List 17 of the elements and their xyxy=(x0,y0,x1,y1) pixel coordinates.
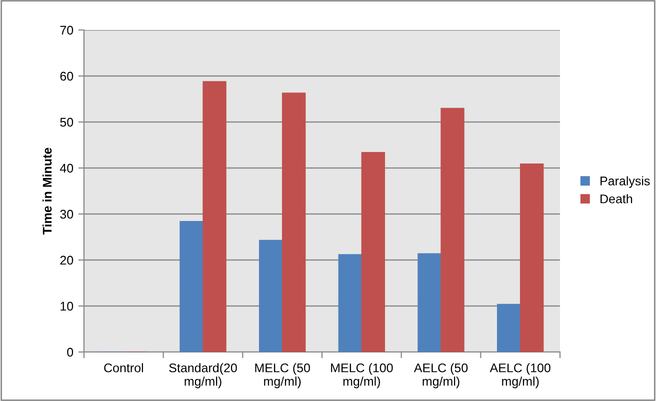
x-tick-label: AELC (50 mg/ml) xyxy=(414,363,468,388)
y-axis-title: Time in Minute xyxy=(42,148,52,234)
x-tick-label: MELC (50 mg/ml) xyxy=(255,363,310,388)
x-tick-label: MELC (100 mg/ml) xyxy=(331,363,393,388)
x-tick-label: AELC (100 mg/ml) xyxy=(490,363,550,388)
legend-label: Paralysis xyxy=(600,176,650,188)
y-tick-label: 60 xyxy=(60,72,74,81)
x-tick-label: Control xyxy=(104,363,143,372)
y-tick-label: 20 xyxy=(60,256,74,265)
legend-label: Death xyxy=(600,194,632,204)
y-tick-label: 70 xyxy=(60,26,74,35)
x-tick-label: Standard(20 mg/ml) xyxy=(169,363,237,388)
y-tick-label: 30 xyxy=(60,210,74,219)
y-tick-label: 40 xyxy=(60,164,74,173)
y-tick-label: 50 xyxy=(60,118,74,127)
y-tick-label: 0 xyxy=(67,348,74,357)
y-tick-label: 10 xyxy=(60,302,74,311)
